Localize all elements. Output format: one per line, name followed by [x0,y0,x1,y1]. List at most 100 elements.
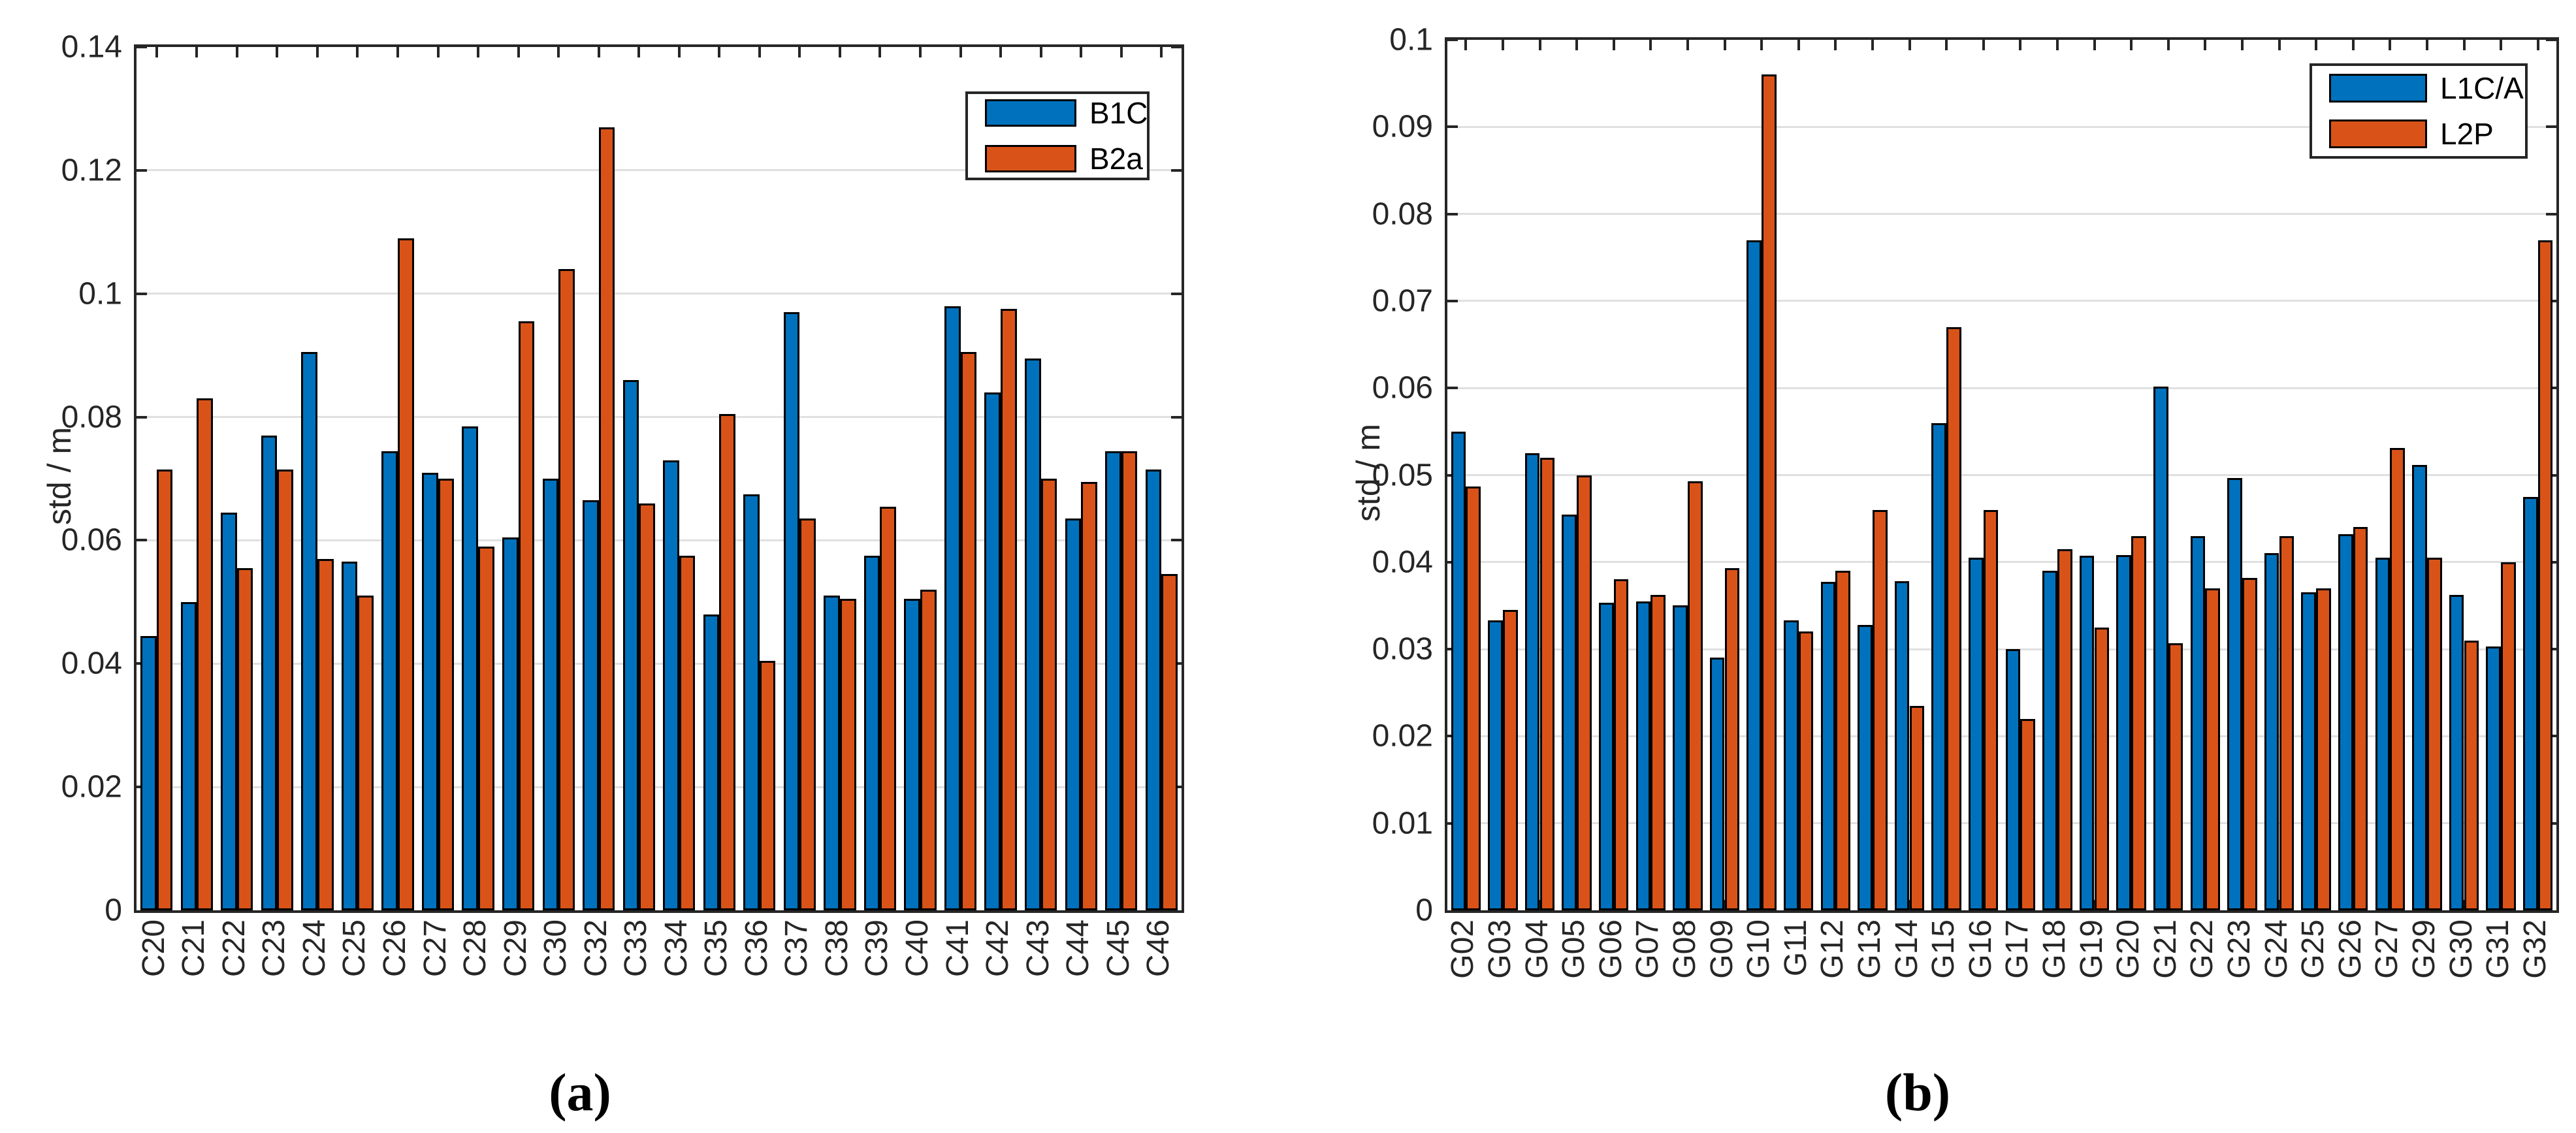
bar-l1ca [2153,386,2168,910]
x-tick-label: G16 [1963,919,1998,979]
legend-b: L1C/A L2P [2310,63,2528,159]
x-tick-label: G09 [1704,919,1739,979]
y-tick-label: 0.04 [1372,545,1433,580]
bar-l1ca [2486,646,2502,910]
bar-l1ca [1599,603,1614,910]
bar-b1c [583,500,599,910]
y-tick-label: 0.02 [1372,718,1433,754]
x-tick-label: G24 [2259,919,2294,979]
y-tick-label: 0.12 [61,153,122,188]
bar-l2p [2537,240,2553,910]
plot-area-b [1445,37,2559,913]
gridline [137,786,1182,788]
y-tick-label: 0.01 [1372,806,1433,841]
bar-l2p [1983,509,1999,910]
tick-mark [1871,40,1874,50]
bar-b2a [880,506,897,910]
bar-l2p [1577,475,1592,910]
bar-b2a [920,589,937,910]
tick-mark [1119,47,1123,57]
x-tick-label: G26 [2332,919,2368,979]
bar-l2p [2020,718,2035,910]
tick-mark [1447,387,1458,390]
x-tick-label: G30 [2443,919,2479,979]
bar-l2p [2205,588,2220,910]
bar-b2a [598,127,615,910]
bar-b2a [558,268,575,910]
tick-mark [2278,40,2281,50]
tick-mark [758,47,761,57]
legend-label: B2a [1089,142,1143,176]
tick-mark [315,47,319,57]
tick-mark [597,47,600,57]
y-tick-label: 0.08 [61,400,122,435]
gridline [1447,735,2556,737]
bar-b1c [462,426,479,910]
tick-mark [2500,40,2503,50]
tick-mark [1039,47,1042,57]
bar-l1ca [1562,514,1577,910]
bar-b2a [236,567,253,910]
tick-mark [396,47,399,57]
tick-mark [2093,40,2096,50]
tick-mark [878,47,882,57]
bar-l2p [1946,327,1961,910]
tick-mark [1908,40,1911,50]
bar-l1ca [1747,240,1762,910]
bar-l2p [2501,562,2516,910]
bar-l2p [1539,457,1555,910]
legend-entry-b2a: B2a [985,141,1147,176]
tick-mark [2546,125,2556,129]
bar-b1c [1105,451,1121,910]
bar-b1c [904,599,920,910]
x-tick-label: G07 [1630,919,1666,979]
tick-mark [2240,40,2244,50]
x-tick-label: G31 [2481,919,2516,979]
bar-l1ca [2005,649,2021,910]
tick-mark [2019,40,2022,50]
bar-b1c [783,312,800,910]
bar-b2a [759,660,776,910]
x-tick-label: G17 [2000,919,2035,979]
bar-l2p [2168,643,2183,910]
bar-l1ca [1488,620,1503,910]
legend-entry-l2p: L2P [2329,116,2525,152]
bar-b1c [944,306,961,910]
tick-mark [2389,40,2392,50]
tick-mark [2546,212,2556,215]
bar-b1c [381,451,398,910]
bar-b2a [1161,574,1178,910]
bar-b1c [622,379,639,910]
tick-mark [557,47,560,57]
tick-mark [1171,539,1182,542]
gridline [1447,387,2556,389]
tick-mark [2166,40,2170,50]
x-tick-label: G02 [1445,919,1481,979]
x-tick-label: G04 [1519,919,1554,979]
tick-mark [1945,40,1948,50]
bar-l2p [2131,535,2146,910]
bar-l2p [1835,571,1850,910]
x-tick-label: G21 [2148,919,2183,979]
tick-mark [477,47,480,57]
gridline [1447,125,2556,128]
bar-l1ca [2227,477,2242,910]
bar-l1ca [1820,582,1836,910]
bar-l1ca [2042,571,2057,910]
bar-l2p [1798,631,1814,910]
tick-mark [1723,40,1726,50]
tick-mark [1171,46,1182,48]
bar-b1c [341,562,358,910]
legend-swatch-b2a [985,145,1076,172]
bar-l1ca [2449,595,2464,910]
tick-mark [677,47,681,57]
tick-mark [1834,40,1837,50]
x-tick-label: G05 [1556,919,1592,979]
bar-b2a [156,469,173,910]
bar-b2a [719,413,735,910]
y-tick-label: 0.03 [1372,631,1433,667]
bar-l1ca [1451,431,1466,910]
tick-mark [1797,40,1800,50]
caption-a: (a) [549,1062,611,1122]
bar-b2a [1001,309,1017,910]
